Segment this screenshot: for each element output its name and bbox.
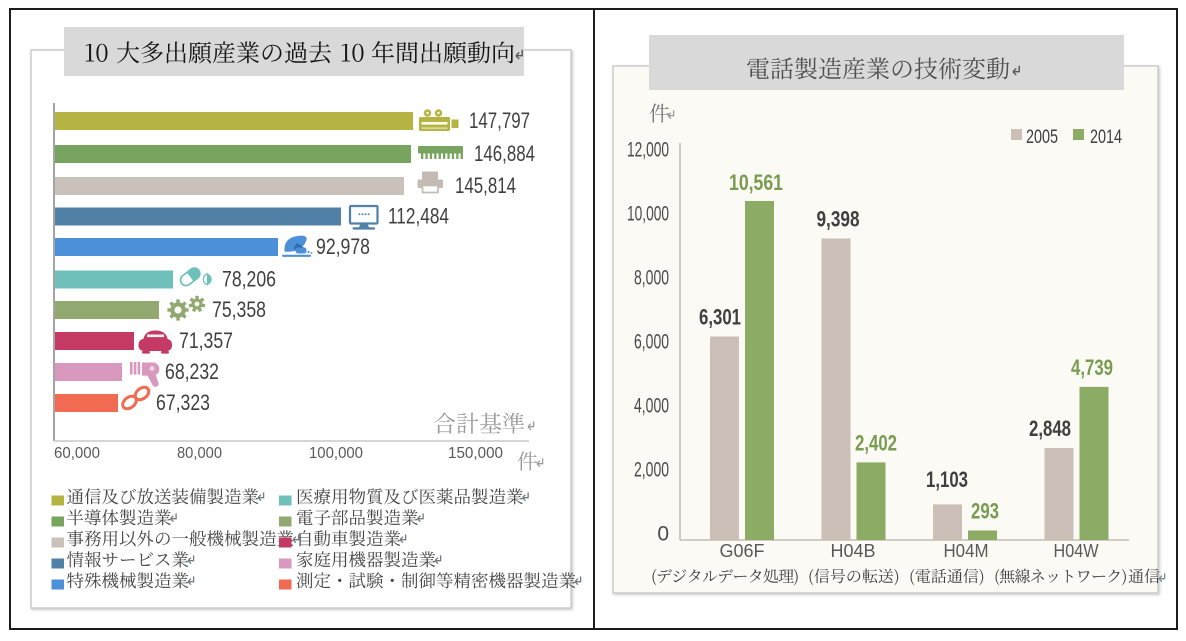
svg-text:78,206: 78,206 [222,267,276,292]
svg-text:147,797: 147,797 [469,108,530,133]
svg-text:60,000: 60,000 [54,445,100,462]
svg-text:9,398: 9,398 [817,207,860,232]
svg-text:80,000: 80,000 [177,445,222,462]
svg-text:8,000: 8,000 [634,267,669,290]
svg-text:146,884: 146,884 [474,141,535,166]
svg-text:71,357: 71,357 [179,328,233,353]
svg-text:4,739: 4,739 [1071,355,1113,380]
svg-text:293: 293 [971,499,999,524]
svg-text:10,000: 10,000 [627,203,669,226]
svg-text:75,358: 75,358 [212,297,266,322]
svg-text:112,484: 112,484 [388,204,449,229]
svg-text:2,000: 2,000 [634,459,669,482]
svg-text:0: 0 [657,523,669,546]
svg-text:92,978: 92,978 [316,234,370,259]
svg-text:68,232: 68,232 [165,359,219,384]
svg-text:2,848: 2,848 [1029,416,1071,441]
svg-text:H04M: H04M [944,541,989,561]
svg-text:H04B: H04B [831,541,876,561]
svg-text:4,000: 4,000 [634,395,669,418]
svg-text:67,323: 67,323 [156,390,210,415]
svg-text:G06F: G06F [720,541,765,561]
svg-text:2014: 2014 [1090,127,1122,148]
svg-text:10,561: 10,561 [729,170,783,195]
svg-text:6,000: 6,000 [634,331,669,354]
svg-text:145,814: 145,814 [455,173,516,198]
svg-text:H04W: H04W [1054,541,1099,561]
svg-text:1,103: 1,103 [926,467,968,492]
svg-text:6,301: 6,301 [699,305,741,330]
svg-text:12,000: 12,000 [627,139,669,162]
svg-text:100,000: 100,000 [309,445,363,462]
svg-text:150,000: 150,000 [448,445,503,462]
svg-text:2005: 2005 [1026,127,1058,148]
svg-text:2,402: 2,402 [855,431,897,456]
